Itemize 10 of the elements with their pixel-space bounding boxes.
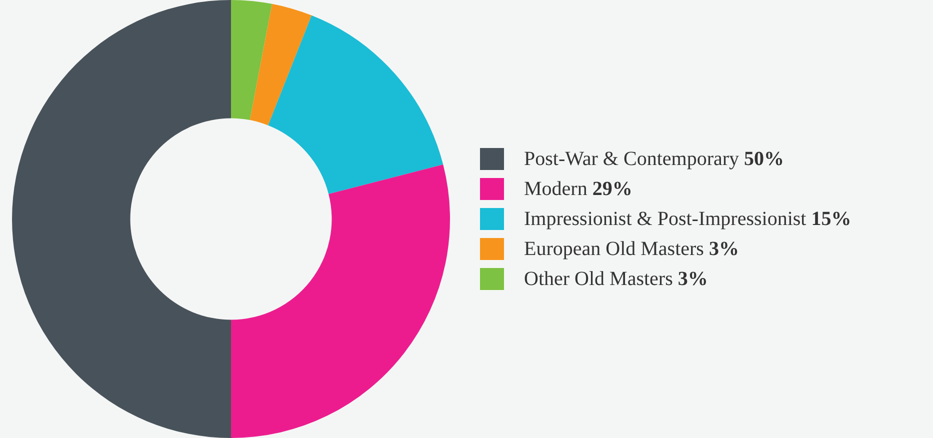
legend-label: Impressionist & Post-Impressionist [524,208,806,230]
data-label: 3% [708,238,739,260]
legend-label: Modern [524,178,588,200]
data-label: 3% [676,268,708,290]
data-label: 29% [591,178,632,200]
legend-label: European Old Masters [524,238,704,260]
legend-label: Other Old Masters [524,268,673,290]
data-label: 15% [810,208,852,230]
legend-label: Post-War & Contemporary [524,148,740,170]
data-label: 50% [743,148,784,170]
